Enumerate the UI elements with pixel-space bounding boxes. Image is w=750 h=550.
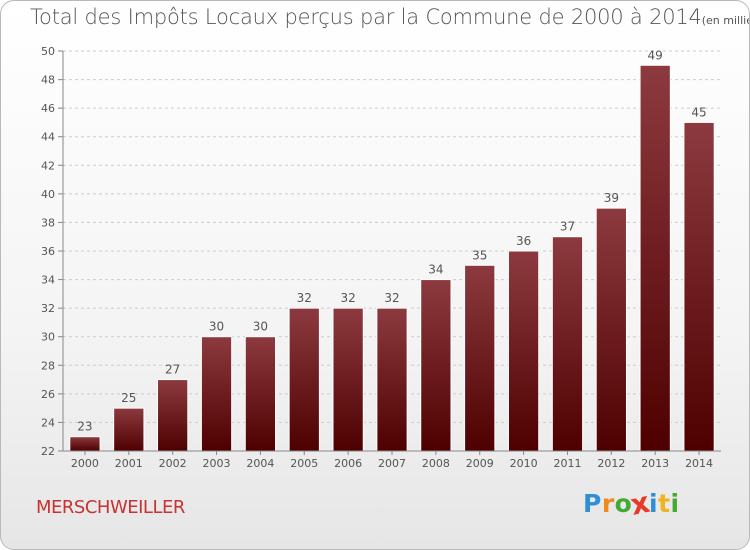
data-label: 32 — [340, 291, 355, 305]
bar — [507, 250, 540, 452]
data-labels: 23 25 27 30 30 32 32 32 34 35 36 37 39 49 45 — [77, 48, 706, 433]
x-tick-label: 2012 — [597, 457, 625, 470]
y-tick-label: 28 — [41, 359, 55, 372]
data-label: 45 — [691, 105, 706, 119]
y-tick-label: 34 — [41, 274, 55, 287]
data-label: 39 — [604, 191, 619, 205]
bar — [595, 207, 627, 452]
data-label: 34 — [428, 263, 443, 277]
x-axis-ticks: 2000 2001 2002 2003 2004 2005 2006 2007 2008 2009… — [71, 451, 713, 470]
y-tick-label: 44 — [41, 131, 55, 144]
bar — [113, 407, 145, 452]
data-label: 27 — [165, 363, 180, 377]
axes — [62, 51, 721, 452]
logo-letter: i — [670, 489, 680, 518]
logo-letter: o — [614, 489, 633, 518]
x-tick-label: 2014 — [685, 457, 713, 470]
chart-title-main: Total des Impôts Locaux perçus par la Co… — [30, 5, 702, 29]
y-tick-label: 30 — [41, 331, 55, 344]
bars — [69, 64, 715, 452]
commune-name: MERSCHWEILLER — [36, 497, 185, 518]
x-tick-label: 2006 — [334, 457, 362, 470]
x-tick-label: 2003 — [203, 457, 231, 470]
bar — [639, 64, 671, 452]
bar — [157, 379, 189, 452]
data-label: 32 — [384, 291, 399, 305]
x-tick-label: 2005 — [290, 457, 318, 470]
bar — [200, 336, 233, 452]
bar — [464, 264, 496, 452]
y-tick-label: 36 — [41, 245, 55, 258]
y-tick-label: 32 — [41, 302, 55, 315]
logo-letter: i — [649, 489, 659, 518]
bar — [244, 336, 277, 452]
y-axis-ticks: 22 24 26 28 30 32 34 36 38 40 42 44 46 48 50 — [41, 45, 63, 458]
y-tick-label: 22 — [41, 445, 55, 458]
y-tick-label: 26 — [41, 388, 55, 401]
data-label: 49 — [648, 48, 663, 62]
data-label: 30 — [209, 320, 224, 334]
bar — [69, 436, 101, 452]
proxiti-logo: Proxiti — [583, 485, 680, 522]
data-label: 32 — [297, 291, 312, 305]
bar — [420, 279, 452, 452]
data-label: 25 — [121, 391, 136, 405]
x-tick-label: 2010 — [510, 457, 538, 470]
y-tick-label: 42 — [41, 159, 55, 172]
x-tick-label: 2004 — [246, 457, 274, 470]
x-tick-label: 2013 — [641, 457, 669, 470]
y-tick-label: 24 — [41, 416, 55, 429]
data-label: 36 — [516, 234, 531, 248]
y-tick-label: 50 — [41, 45, 55, 58]
bar — [376, 307, 408, 452]
y-tick-label: 38 — [41, 216, 55, 229]
x-tick-label: 2001 — [115, 457, 143, 470]
x-tick-label: 2008 — [422, 457, 450, 470]
x-tick-label: 2009 — [466, 457, 494, 470]
bar — [332, 307, 364, 452]
logo-letter: t — [658, 489, 671, 518]
bar — [551, 236, 584, 452]
logo-letter: r — [601, 489, 615, 518]
chart-title: Total des Impôts Locaux perçus par la Co… — [30, 5, 749, 29]
x-tick-label: 2011 — [553, 457, 581, 470]
logo-letter: P — [583, 489, 602, 518]
chart-title-unit: (en milliers d'€) — [701, 14, 749, 27]
data-label: 30 — [253, 320, 268, 334]
data-label: 23 — [77, 420, 92, 434]
bar — [288, 307, 320, 452]
x-tick-label: 2007 — [378, 457, 406, 470]
data-label: 37 — [560, 220, 575, 234]
bar — [683, 121, 715, 452]
y-tick-label: 46 — [41, 102, 55, 115]
y-tick-label: 48 — [41, 74, 55, 87]
x-tick-label: 2000 — [71, 457, 99, 470]
data-label: 35 — [472, 248, 487, 262]
y-tick-label: 40 — [41, 188, 55, 201]
x-tick-label: 2002 — [159, 457, 187, 470]
